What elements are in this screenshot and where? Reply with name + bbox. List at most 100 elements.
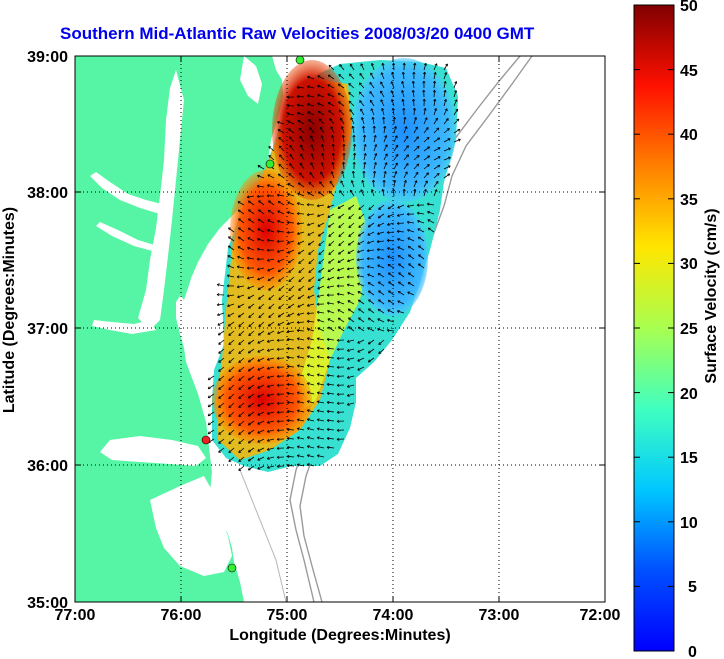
velocity-arrow bbox=[267, 339, 275, 343]
velocity-arrow-head bbox=[268, 155, 272, 158]
velocity-arrow bbox=[297, 464, 305, 467]
velocity-arrow-head bbox=[377, 308, 381, 312]
velocity-arrow-head bbox=[387, 318, 390, 323]
velocity-arrow-head bbox=[367, 350, 371, 354]
velocity-arrow-head bbox=[328, 252, 332, 255]
velocity-arrow bbox=[376, 240, 385, 243]
velocity-arrow bbox=[357, 357, 365, 362]
velocity-arrow-head bbox=[218, 368, 222, 372]
velocity-arrow-head bbox=[298, 279, 302, 283]
velocity-arrow-head bbox=[435, 180, 439, 184]
velocity-arrow bbox=[453, 90, 457, 98]
velocity-arrow-head bbox=[286, 445, 290, 450]
velocity-arrow bbox=[310, 162, 315, 170]
velocity-arrow-head bbox=[422, 80, 426, 84]
velocity-arrow bbox=[267, 276, 275, 282]
velocity-arrow bbox=[348, 222, 355, 228]
velocity-arrow bbox=[408, 254, 415, 260]
velocity-arrow-head bbox=[297, 304, 301, 308]
velocity-arrow-head bbox=[247, 237, 251, 241]
velocity-arrow bbox=[287, 240, 295, 244]
velocity-arrow bbox=[347, 249, 355, 254]
velocity-arrow-head bbox=[297, 241, 301, 245]
velocity-arrow-head bbox=[218, 431, 222, 435]
velocity-arrow bbox=[228, 429, 235, 435]
velocity-arrow-head bbox=[247, 377, 251, 381]
velocity-arrow-head bbox=[374, 153, 378, 156]
velocity-arrow-head bbox=[417, 236, 421, 240]
velocity-arrow bbox=[207, 429, 215, 435]
velocity-arrow bbox=[307, 222, 315, 226]
velocity-arrow-head bbox=[296, 94, 300, 99]
velocity-arrow-head bbox=[348, 234, 352, 237]
velocity-arrow-head bbox=[378, 290, 381, 294]
velocity-arrow-head bbox=[417, 219, 420, 223]
velocity-arrow bbox=[319, 181, 325, 188]
velocity-arrow-head bbox=[336, 276, 340, 280]
velocity-arrow-head bbox=[268, 297, 272, 300]
velocity-arrow-head bbox=[266, 339, 270, 343]
velocity-arrow-head bbox=[278, 305, 282, 309]
velocity-arrow bbox=[238, 438, 245, 444]
velocity-arrow-head bbox=[386, 328, 390, 332]
velocity-arrow bbox=[288, 276, 295, 282]
velocity-arrow bbox=[377, 256, 385, 260]
velocity-arrow bbox=[286, 330, 295, 333]
velocity-arrow bbox=[267, 375, 275, 379]
velocity-arrow-head bbox=[397, 246, 401, 250]
velocity-arrow-head bbox=[406, 154, 409, 158]
velocity-arrow bbox=[217, 284, 225, 287]
velocity-arrow-head bbox=[247, 227, 251, 231]
velocity-arrow-head bbox=[337, 83, 341, 87]
velocity-arrow-head bbox=[341, 170, 345, 174]
velocity-arrow-head bbox=[247, 413, 251, 417]
velocity-arrow bbox=[308, 249, 315, 255]
velocity-arrow bbox=[348, 83, 355, 89]
velocity-arrow bbox=[278, 285, 285, 291]
velocity-arrow-head bbox=[347, 251, 351, 254]
velocity-arrow-head bbox=[403, 116, 407, 120]
velocity-arrow-head bbox=[316, 355, 320, 359]
velocity-arrow-head bbox=[328, 243, 332, 247]
velocity-arrow-head bbox=[329, 118, 333, 122]
velocity-arrow-head bbox=[432, 80, 437, 84]
velocity-arrow-head bbox=[350, 117, 354, 121]
velocity-arrow bbox=[228, 357, 235, 363]
velocity-arrow bbox=[413, 189, 416, 197]
velocity-arrow bbox=[367, 317, 375, 323]
velocity-arrow bbox=[238, 339, 245, 345]
velocity-arrow-head bbox=[367, 290, 371, 294]
velocity-arrow bbox=[248, 429, 255, 435]
chesapeake-bay bbox=[138, 70, 184, 330]
velocity-arrow bbox=[248, 312, 255, 318]
velocity-arrow bbox=[268, 303, 275, 309]
velocity-arrow bbox=[258, 321, 265, 327]
velocity-arrow-head bbox=[377, 231, 380, 235]
velocity-arrow bbox=[248, 348, 255, 354]
velocity-arrow-head bbox=[306, 213, 310, 217]
velocity-arrow-head bbox=[350, 180, 354, 183]
velocity-arrow-head bbox=[444, 72, 448, 75]
velocity-arrow bbox=[349, 109, 355, 116]
velocity-arrow bbox=[443, 99, 447, 107]
velocity-arrow-head bbox=[397, 310, 400, 314]
velocity-arrow bbox=[311, 144, 315, 152]
velocity-arrow bbox=[403, 163, 409, 170]
velocity-arrow-head bbox=[296, 409, 300, 413]
velocity-arrow-head bbox=[238, 333, 242, 337]
velocity-arrow-head bbox=[377, 318, 381, 322]
velocity-arrow-head bbox=[306, 373, 310, 377]
velocity-arrow-head bbox=[319, 181, 322, 185]
velocity-arrow-head bbox=[327, 309, 330, 313]
velocity-arrow bbox=[298, 285, 305, 291]
velocity-arrow bbox=[453, 108, 459, 116]
velocity-arrow bbox=[340, 117, 345, 125]
velocity-arrow bbox=[357, 275, 365, 278]
velocity-arrow-head bbox=[382, 116, 386, 120]
velocity-arrow bbox=[338, 109, 345, 116]
velocity-arrow-head bbox=[346, 283, 350, 287]
colorbar-tick-label: 10 bbox=[680, 515, 698, 532]
velocity-arrow-head bbox=[356, 258, 360, 262]
velocity-arrow-head bbox=[386, 230, 390, 235]
velocity-arrow bbox=[238, 411, 245, 417]
